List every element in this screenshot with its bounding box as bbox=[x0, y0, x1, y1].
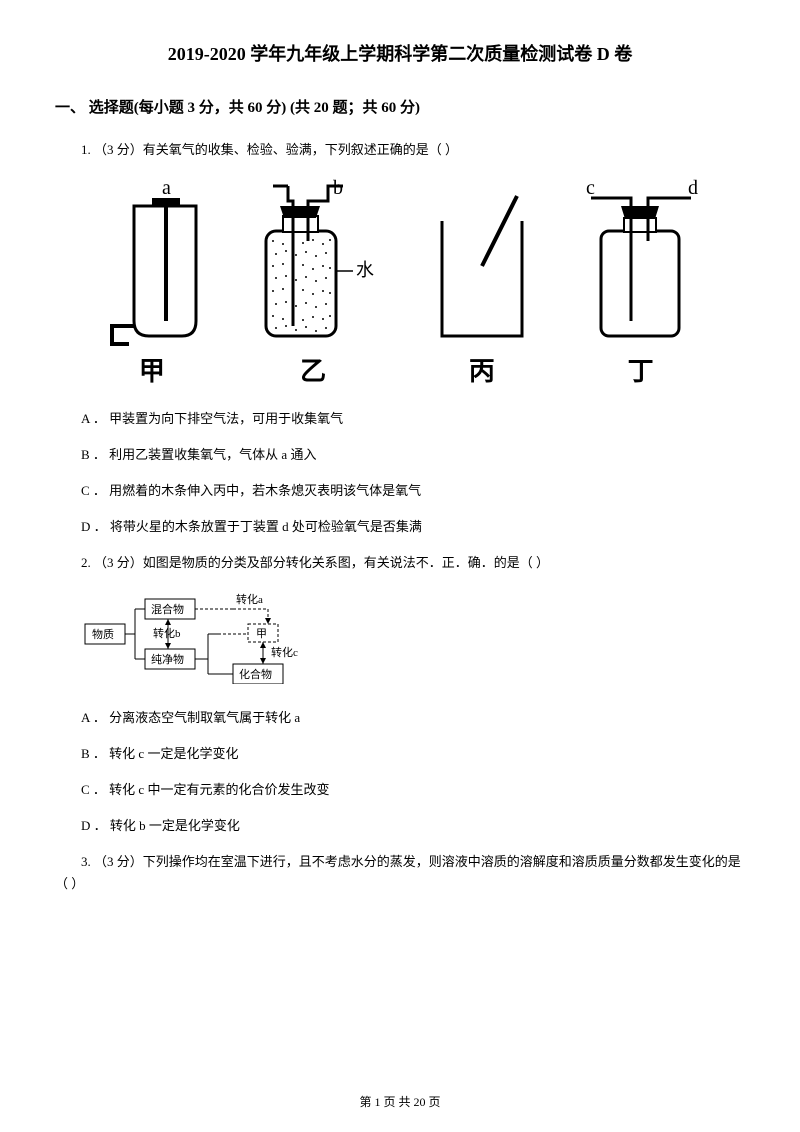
q2-optD: D ． 转化 b 一定是化学变化 bbox=[55, 815, 745, 837]
label-bing: 丙 bbox=[469, 351, 495, 388]
q1-figure: a 甲 b bbox=[85, 176, 725, 388]
page-footer: 第 1 页 共 20 页 bbox=[0, 1093, 800, 1110]
jia-svg: a bbox=[104, 176, 199, 346]
svg-text:纯净物: 纯净物 bbox=[151, 652, 184, 666]
svg-text:转化a: 转化a bbox=[236, 592, 263, 606]
svg-text:甲: 甲 bbox=[256, 628, 267, 640]
label-b: b bbox=[333, 177, 343, 199]
apparatus-bing: 丙 bbox=[427, 176, 537, 388]
bing-svg bbox=[427, 176, 537, 346]
label-yi: 乙 bbox=[300, 351, 326, 388]
label-a: a bbox=[162, 177, 171, 199]
q2-optB: B ． 转化 c 一定是化学变化 bbox=[55, 743, 745, 765]
label-d: d bbox=[688, 177, 698, 199]
page-title: 2019-2020 学年九年级上学期科学第二次质量检测试卷 D 卷 bbox=[55, 40, 745, 66]
apparatus-yi: b 水 bbox=[238, 176, 388, 388]
label-ding: 丁 bbox=[628, 351, 654, 388]
yi-svg: b 水 bbox=[238, 176, 388, 346]
q1-optC: C ． 用燃着的木条伸入丙中，若木条熄灭表明该气体是氧气 bbox=[55, 480, 745, 502]
section-header: 一、 选择题(每小题 3 分，共 60 分) (共 20 题；共 60 分) bbox=[55, 96, 745, 117]
q2-diagram: 物质 混合物 纯净物 转化b 转化a 甲 化合物 bbox=[83, 589, 745, 689]
q2-optC: C ． 转化 c 中一定有元素的化合价发生改变 bbox=[55, 779, 745, 801]
ding-svg: c d bbox=[576, 176, 706, 346]
q1-optA: A ． 甲装置为向下排空气法，可用于收集氧气 bbox=[55, 408, 745, 430]
q1-optB: B ． 利用乙装置收集氧气，气体从 a 通入 bbox=[55, 444, 745, 466]
label-c: c bbox=[586, 177, 595, 199]
svg-text:混合物: 混合物 bbox=[151, 602, 184, 616]
svg-text:物质: 物质 bbox=[92, 627, 114, 641]
q1-optD: D ． 将带火星的木条放置于丁装置 d 处可检验氧气是否集满 bbox=[55, 516, 745, 538]
apparatus-ding: c d 丁 bbox=[576, 176, 706, 388]
q3-stem: 3. （3 分）下列操作均在室温下进行，且不考虑水分的蒸发，则溶液中溶质的溶解度… bbox=[55, 851, 745, 895]
svg-text:转化b: 转化b bbox=[153, 626, 181, 640]
apparatus-jia: a 甲 bbox=[104, 176, 199, 388]
label-water: 水 bbox=[356, 260, 374, 280]
label-jia: 甲 bbox=[139, 351, 165, 388]
q1-stem: 1. （3 分）有关氧气的收集、检验、验满，下列叙述正确的是（ ） bbox=[55, 139, 745, 161]
q2-optA: A ． 分离液态空气制取氧气属于转化 a bbox=[55, 707, 745, 729]
svg-text:转化c: 转化c bbox=[271, 645, 298, 659]
q2-stem: 2. （3 分）如图是物质的分类及部分转化关系图，有关说法不．正．确．的是（ ） bbox=[55, 552, 745, 574]
svg-text:化合物: 化合物 bbox=[239, 667, 272, 681]
